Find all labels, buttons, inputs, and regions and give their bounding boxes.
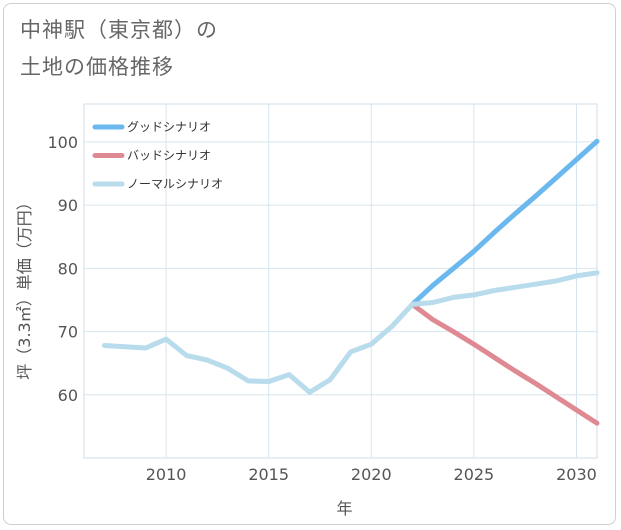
legend-label: バッドシナリオ xyxy=(127,149,211,163)
chart-title-line-2: 土地の価格推移 xyxy=(20,55,174,79)
x-tick-label: 2015 xyxy=(248,465,289,484)
legend-label: グッドシナリオ xyxy=(127,120,211,134)
y-tick-label: 80 xyxy=(58,259,78,278)
y-axis-title: 坪（3.3㎡）単価（万円） xyxy=(15,194,34,379)
series-line xyxy=(409,138,600,307)
x-tick-label: 2030 xyxy=(556,465,597,484)
x-tick-label: 2020 xyxy=(351,465,392,484)
y-tick-label: 70 xyxy=(58,323,78,342)
chart-card xyxy=(3,3,616,525)
y-tick-label: 60 xyxy=(58,386,78,405)
x-axis-title: 年 xyxy=(336,499,352,518)
chart-title-line-1: 中神駅（東京都）の xyxy=(20,18,218,42)
y-tick-label: 100 xyxy=(47,133,78,152)
x-tick-label: 2010 xyxy=(146,465,187,484)
plot-frame xyxy=(83,103,598,459)
series-line xyxy=(409,301,600,426)
x-tick-label: 2025 xyxy=(454,465,495,484)
series-line xyxy=(102,270,600,395)
y-tick-label: 90 xyxy=(58,196,78,215)
legend-label: ノーマルシナリオ xyxy=(127,177,223,191)
